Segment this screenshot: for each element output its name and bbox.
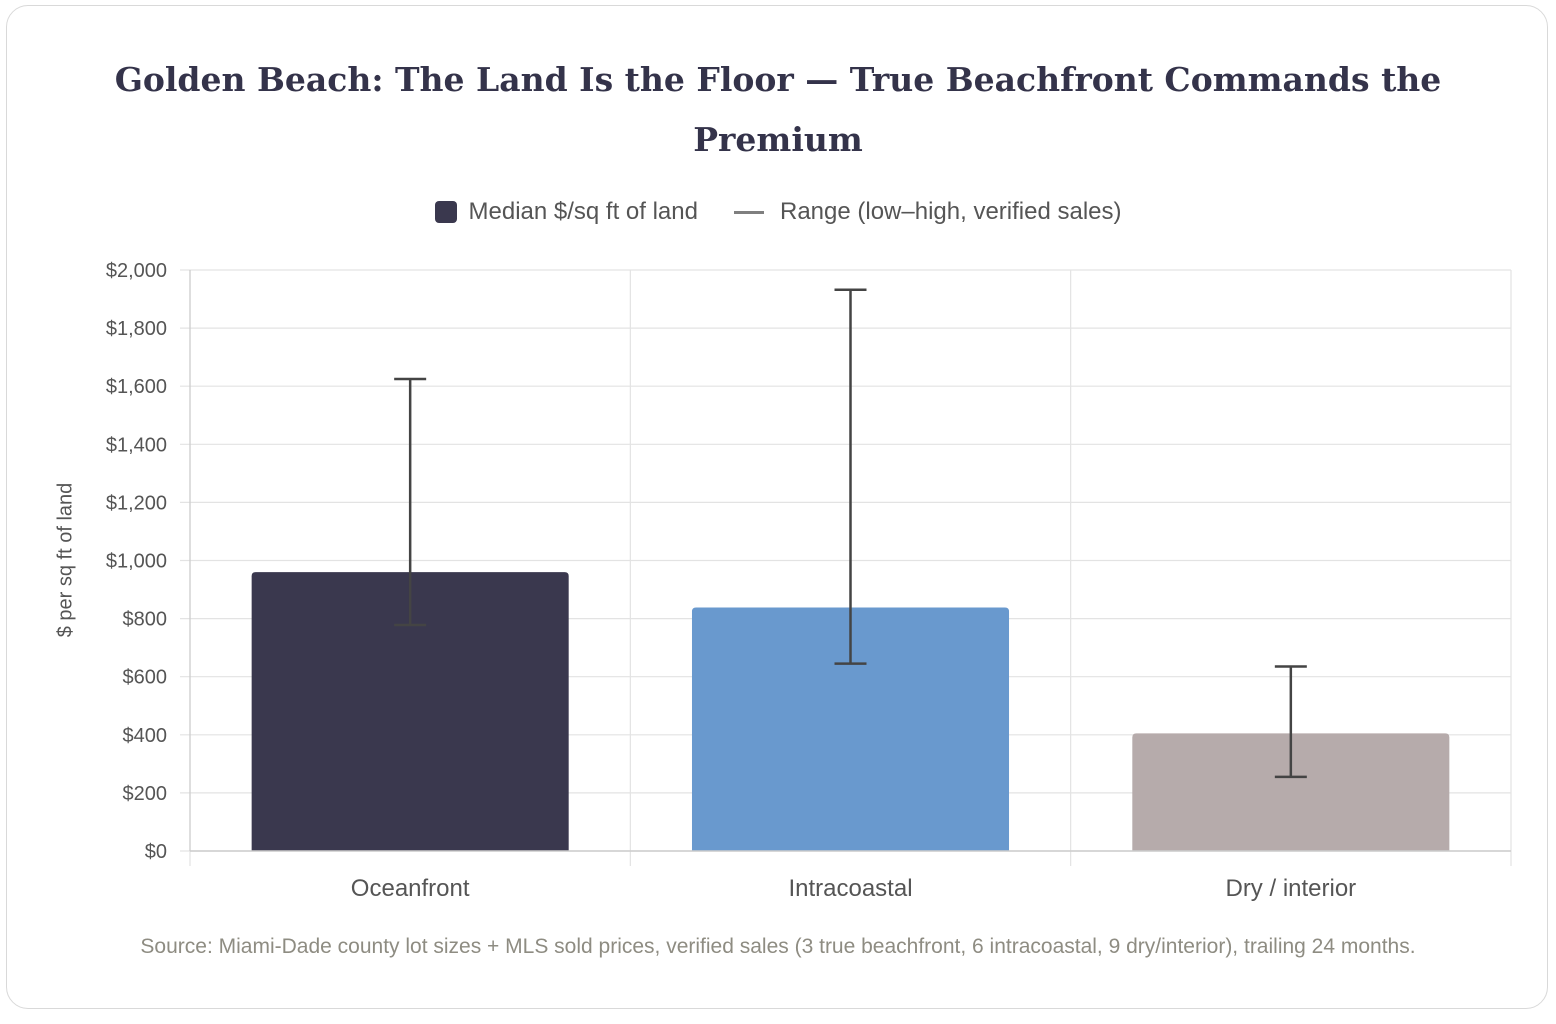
bar-oceanfront: [251, 572, 569, 851]
y-tick-label: $1,600: [106, 376, 167, 398]
chart-legend: Median $/sq ft of land Range (low–high, …: [0, 198, 1556, 226]
chart-title: Golden Beach: The Land Is the Floor — Tr…: [114, 60, 1442, 159]
source-note: Source: Miami-Dade county lot sizes + ML…: [140, 935, 1416, 958]
y-tick-label: $800: [123, 609, 168, 631]
x-tick-label: Oceanfront: [351, 875, 470, 902]
y-tick-label: $2,000: [106, 260, 167, 282]
x-tick-label: Intracoastal: [788, 875, 912, 902]
legend-median-label: Median $/sq ft of land: [468, 198, 698, 225]
legend-range-swatch: [733, 210, 764, 214]
legend-range-label: Range (low–high, verified sales): [779, 198, 1122, 225]
y-tick-label: $1,800: [106, 318, 167, 340]
y-tick-label: $200: [123, 783, 168, 805]
y-tick-label: $1,000: [106, 551, 167, 573]
y-tick-label: $0: [145, 841, 167, 863]
y-tick-label: $1,200: [106, 492, 167, 514]
legend-median-swatch: [434, 201, 457, 223]
legend-item-range[interactable]: Range (low–high, verified sales): [733, 198, 1122, 226]
y-tick-label: $600: [123, 667, 168, 689]
y-tick-label: $1,400: [106, 434, 167, 456]
legend-item-median[interactable]: Median $/sq ft of land: [434, 198, 698, 226]
bar-intracoastal: [691, 607, 1010, 851]
bar-dry-interior: [1132, 733, 1450, 851]
x-tick-label: Dry / interior: [1225, 875, 1356, 902]
y-tick-label: $400: [123, 725, 168, 747]
